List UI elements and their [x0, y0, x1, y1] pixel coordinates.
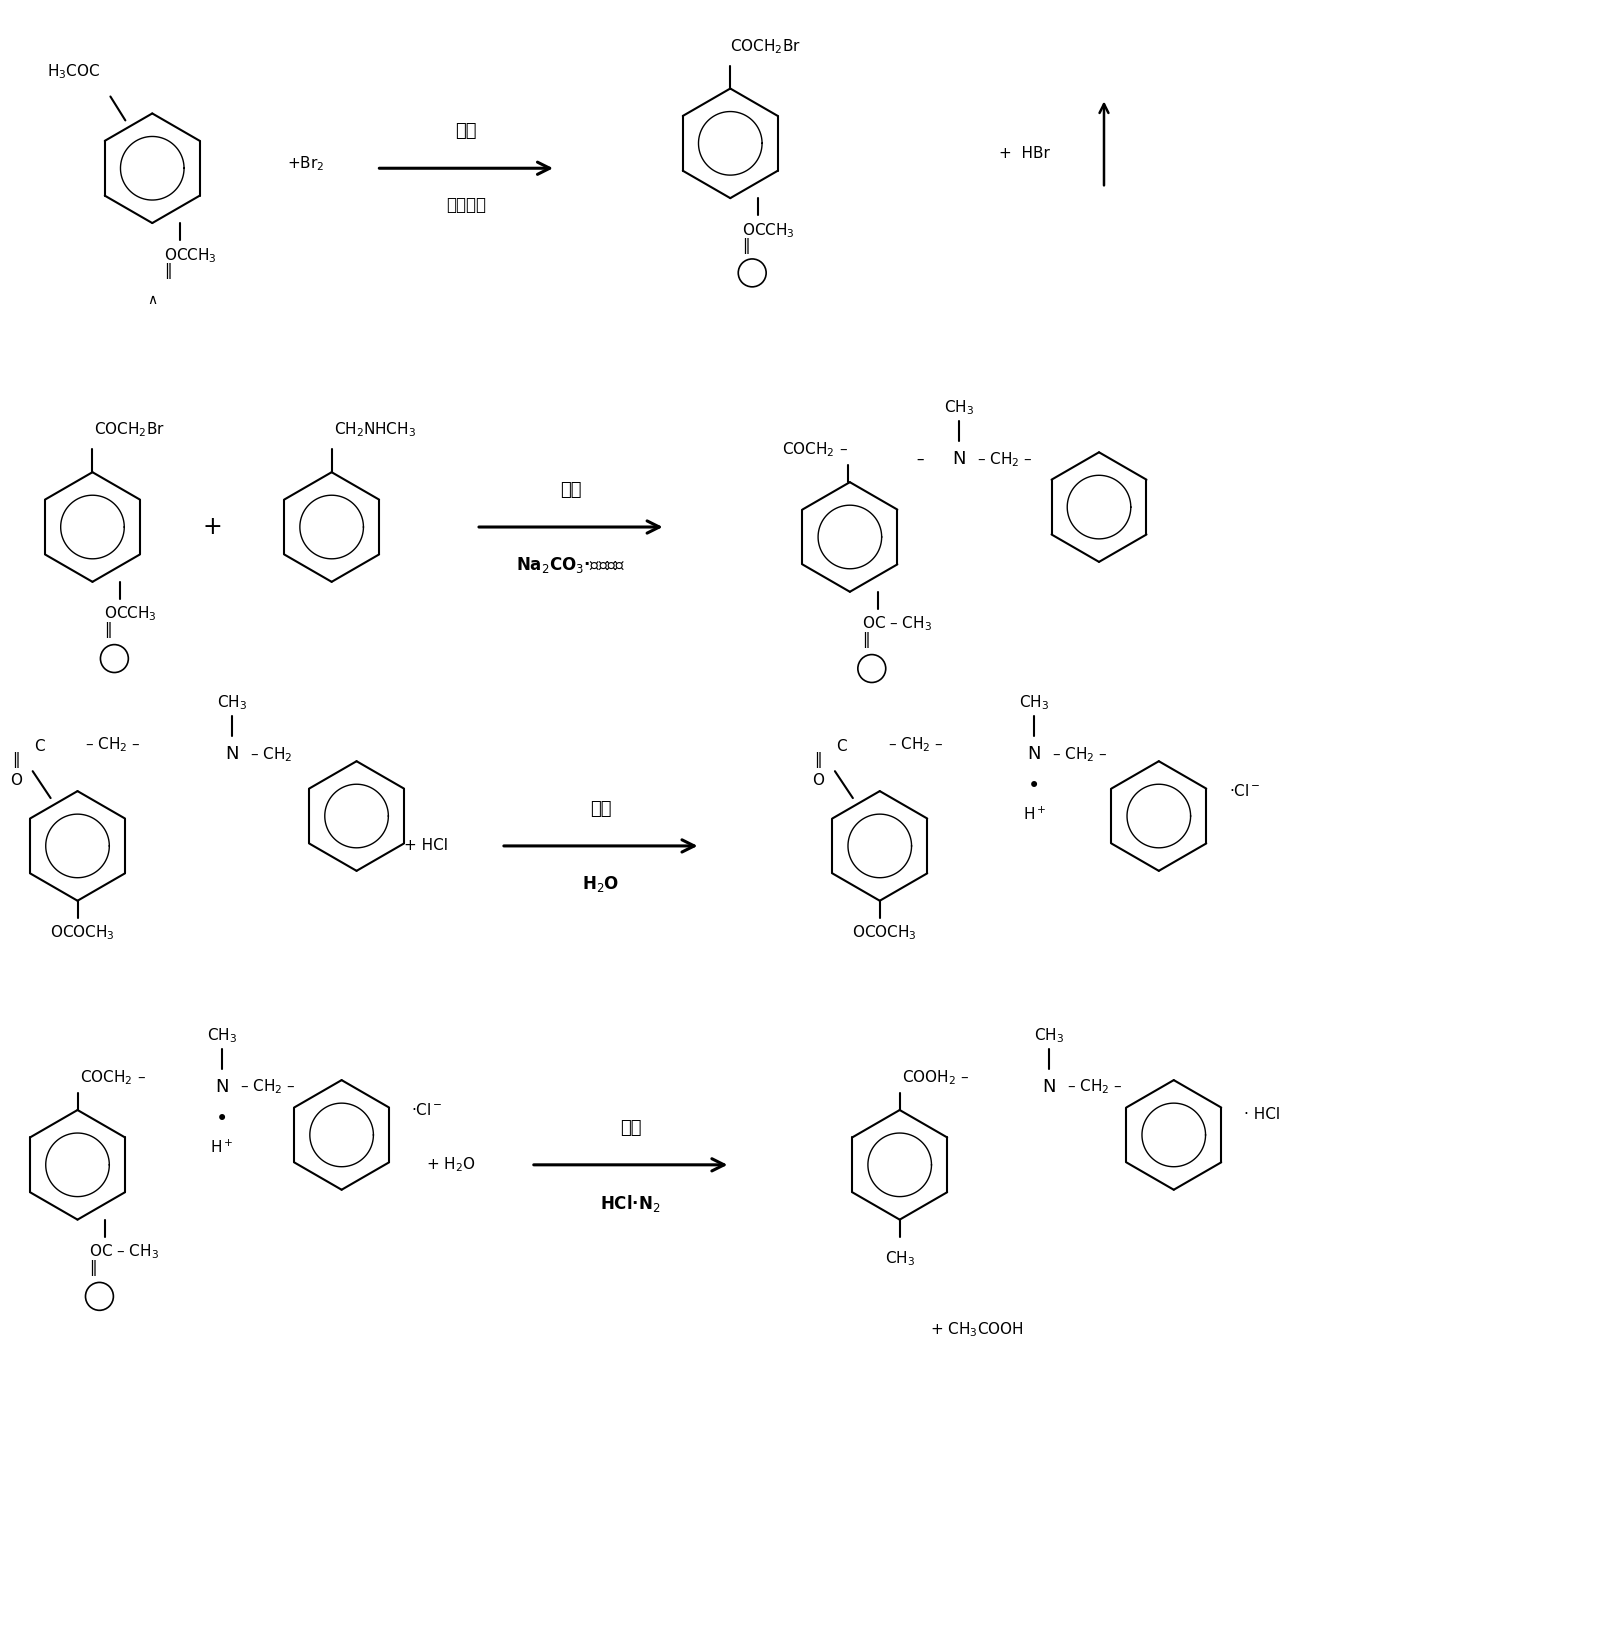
- Text: – CH$_2$ –: – CH$_2$ –: [1066, 1078, 1121, 1096]
- Text: ·Cl$^-$: ·Cl$^-$: [1229, 783, 1259, 798]
- Text: COCH$_2$ –: COCH$_2$ –: [80, 1068, 146, 1086]
- Text: 水解: 水解: [620, 1119, 641, 1137]
- Text: – CH$_2$ –: – CH$_2$ –: [1052, 746, 1107, 764]
- Text: OC – CH$_3$: OC – CH$_3$: [862, 614, 932, 634]
- Text: 溴化: 溴化: [454, 122, 477, 140]
- Text: + CH$_3$COOH: + CH$_3$COOH: [928, 1320, 1022, 1338]
- Text: •: •: [1027, 777, 1040, 797]
- Text: CH$_3$: CH$_3$: [206, 1027, 237, 1045]
- Text: OCOCH$_3$: OCOCH$_3$: [50, 923, 114, 943]
- Text: •: •: [216, 1109, 227, 1129]
- Text: O: O: [10, 774, 21, 788]
- Text: OCOCH$_3$: OCOCH$_3$: [852, 923, 915, 943]
- Text: ‖: ‖: [862, 632, 868, 647]
- Text: H$^+$: H$^+$: [209, 1139, 234, 1155]
- Text: + HCl: + HCl: [404, 838, 448, 853]
- Text: CH$_3$: CH$_3$: [1034, 1027, 1063, 1045]
- Text: H$_2$O: H$_2$O: [581, 874, 618, 894]
- Text: +: +: [201, 515, 222, 538]
- Text: CH$_3$: CH$_3$: [885, 1249, 914, 1267]
- Text: ‖: ‖: [813, 752, 821, 769]
- Text: CH$_3$: CH$_3$: [945, 398, 974, 418]
- Text: OCCH$_3$: OCCH$_3$: [164, 245, 217, 265]
- Text: C: C: [836, 739, 847, 754]
- Text: ∧: ∧: [148, 293, 157, 306]
- Text: 酸化: 酸化: [589, 800, 612, 818]
- Text: · HCl: · HCl: [1243, 1108, 1279, 1123]
- Text: N: N: [226, 746, 239, 764]
- Text: CH$_2$NHCH$_3$: CH$_2$NHCH$_3$: [333, 421, 415, 439]
- Text: – CH$_2$: – CH$_2$: [250, 746, 292, 764]
- Text: ‖: ‖: [104, 622, 112, 637]
- Text: HCl·N$_2$: HCl·N$_2$: [601, 1193, 661, 1213]
- Text: N: N: [1042, 1078, 1055, 1096]
- Text: ‖: ‖: [89, 1259, 97, 1276]
- Text: H$_3$COC: H$_3$COC: [47, 63, 101, 81]
- Text: +  HBr: + HBr: [998, 146, 1050, 161]
- Text: CH$_3$: CH$_3$: [1019, 693, 1048, 713]
- Text: –: –: [912, 451, 923, 467]
- Text: O: O: [812, 774, 823, 788]
- Text: ‖: ‖: [742, 239, 750, 253]
- Text: OC – CH$_3$: OC – CH$_3$: [89, 1243, 159, 1261]
- Text: 醋酸丁酯: 醋酸丁酯: [446, 196, 485, 214]
- Text: OCCH$_3$: OCCH$_3$: [742, 221, 795, 240]
- Text: C: C: [34, 739, 45, 754]
- Text: – CH$_2$ –: – CH$_2$ –: [240, 1078, 295, 1096]
- Text: Na$_2$CO$_3$·醋酸丁酯: Na$_2$CO$_3$·醋酸丁酯: [516, 555, 625, 574]
- Text: COCH$_2$Br: COCH$_2$Br: [94, 421, 166, 439]
- Text: OCCH$_3$: OCCH$_3$: [104, 604, 157, 624]
- Text: – CH$_2$ –: – CH$_2$ –: [888, 736, 943, 754]
- Text: N: N: [216, 1078, 229, 1096]
- Text: N: N: [953, 451, 966, 467]
- Text: + H$_2$O: + H$_2$O: [427, 1155, 476, 1174]
- Text: H$^+$: H$^+$: [1022, 807, 1045, 823]
- Text: COCH$_2$ –: COCH$_2$ –: [782, 441, 847, 459]
- Text: +Br$_2$: +Br$_2$: [287, 155, 325, 173]
- Text: COOH$_2$ –: COOH$_2$ –: [901, 1068, 969, 1086]
- Text: – CH$_2$ –: – CH$_2$ –: [977, 449, 1032, 469]
- Text: N: N: [1027, 746, 1040, 764]
- Text: – CH$_2$ –: – CH$_2$ –: [86, 736, 141, 754]
- Text: CH$_3$: CH$_3$: [217, 693, 247, 713]
- Text: 缩合: 缩合: [560, 481, 581, 499]
- Text: ‖: ‖: [11, 752, 19, 769]
- Text: COCH$_2$Br: COCH$_2$Br: [730, 36, 800, 56]
- Text: ‖: ‖: [164, 263, 172, 278]
- Text: ·Cl$^-$: ·Cl$^-$: [411, 1103, 443, 1118]
